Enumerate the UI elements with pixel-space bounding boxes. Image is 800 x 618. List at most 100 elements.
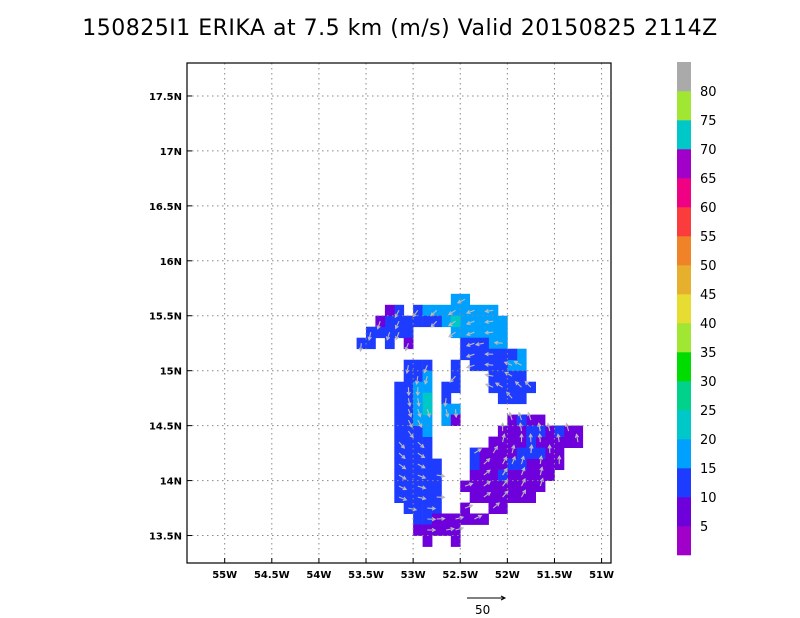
wind-cell	[422, 414, 433, 426]
wind-vector	[521, 490, 526, 498]
wind-vector	[539, 478, 544, 487]
wind-vector-head	[447, 311, 453, 316]
y-tick-label: 16N	[160, 257, 182, 268]
y-tick-label: 15.5N	[149, 312, 182, 323]
colorbar-label: 20	[700, 433, 717, 448]
wind-cell	[507, 458, 518, 470]
wind-cell	[516, 414, 527, 426]
wind-cell	[403, 469, 414, 481]
wind-vector-head	[493, 340, 499, 345]
wind-vector	[474, 448, 482, 454]
x-tick-label: 54.5W	[254, 570, 290, 581]
wind-vector	[514, 361, 522, 366]
wind-cell	[375, 326, 386, 339]
wind-cell	[554, 458, 565, 470]
wind-cell	[450, 359, 461, 372]
wind-cell	[545, 436, 555, 448]
wind-cell	[394, 392, 405, 405]
wind-vector-head	[456, 299, 462, 304]
wind-vector	[444, 398, 447, 407]
colorbar-bin	[677, 323, 691, 353]
colorbar-label: 80	[700, 85, 717, 100]
wind-vector-head	[385, 336, 391, 341]
wind-vector	[395, 320, 400, 329]
wind-vector	[538, 423, 541, 432]
wind-cell	[479, 326, 489, 339]
wind-cell	[479, 513, 489, 525]
wind-cell	[432, 458, 442, 470]
wind-vector	[417, 398, 420, 406]
reference-vector: 50	[467, 595, 507, 617]
wind-cell	[469, 359, 480, 372]
wind-vector	[359, 343, 362, 352]
wind-cell	[403, 315, 414, 328]
wind-cell	[479, 348, 489, 361]
wind-cell	[516, 370, 527, 383]
wind-vector-head	[459, 526, 465, 531]
wind-cell	[403, 458, 414, 470]
wind-vector-head	[448, 333, 453, 338]
wind-vector	[511, 456, 516, 465]
wind-vector	[427, 507, 436, 510]
wind-cell	[488, 359, 499, 372]
wind-cell	[497, 480, 508, 492]
wind-vector	[455, 516, 464, 520]
wind-vector	[494, 342, 503, 344]
wind-vector	[485, 331, 494, 334]
wind-vector-head	[431, 506, 437, 511]
wind-cell	[497, 469, 508, 481]
wind-cell	[422, 535, 433, 547]
wind-vector-head	[394, 324, 399, 330]
wind-cell	[422, 425, 433, 437]
y-tick-label: 17.5N	[149, 92, 182, 103]
wind-vector	[426, 409, 431, 417]
wind-vector-head	[493, 445, 498, 450]
wind-vector-head	[495, 502, 501, 507]
wind-cell	[497, 381, 508, 394]
wind-vector-head	[484, 319, 489, 325]
wind-vector	[398, 496, 407, 501]
colorbar-label: 75	[700, 114, 717, 129]
wind-cell	[403, 491, 414, 503]
wind-vector	[407, 409, 412, 417]
wind-vector-head	[408, 413, 413, 418]
wind-vector	[485, 320, 494, 323]
colorbar-label: 10	[700, 491, 717, 506]
wind-vector-head	[520, 455, 525, 461]
wind-vector	[408, 507, 417, 511]
wind-vector-head	[449, 378, 454, 383]
wind-cell	[422, 436, 433, 448]
wind-cell	[554, 447, 565, 459]
wind-vector-head	[477, 514, 483, 519]
wind-cell	[516, 392, 527, 405]
plot-frame	[186, 62, 612, 564]
wind-cell	[413, 524, 423, 536]
wind-cell	[403, 326, 414, 339]
wind-vector	[485, 309, 494, 313]
wind-vector-head	[484, 373, 490, 378]
wind-vector-head	[486, 491, 492, 496]
wind-cell	[497, 491, 508, 503]
wind-cell	[488, 469, 499, 481]
x-tick-label: 52.5W	[442, 570, 478, 581]
wind-vector	[547, 423, 551, 432]
wind-cell	[479, 359, 489, 372]
wind-cell	[535, 458, 546, 470]
wind-vector-head	[409, 433, 414, 439]
wind-cell	[526, 480, 536, 492]
x-tick-label: 55W	[212, 570, 237, 581]
chart-title: 150825I1 ERIKA at 7.5 km (m/s) Valid 201…	[82, 16, 718, 41]
wind-cell	[394, 414, 405, 426]
reference-label: 50	[475, 603, 490, 617]
wind-cell	[497, 326, 508, 339]
wind-cell	[526, 414, 536, 426]
wind-cell	[450, 535, 461, 547]
wind-vector	[466, 353, 475, 358]
wind-vector	[485, 383, 494, 388]
wind-vector	[502, 490, 509, 498]
wind-cell	[545, 458, 555, 470]
wind-cell	[469, 491, 480, 503]
wind-cell	[469, 337, 480, 350]
wind-cell	[497, 458, 508, 470]
wind-vector	[466, 364, 475, 369]
